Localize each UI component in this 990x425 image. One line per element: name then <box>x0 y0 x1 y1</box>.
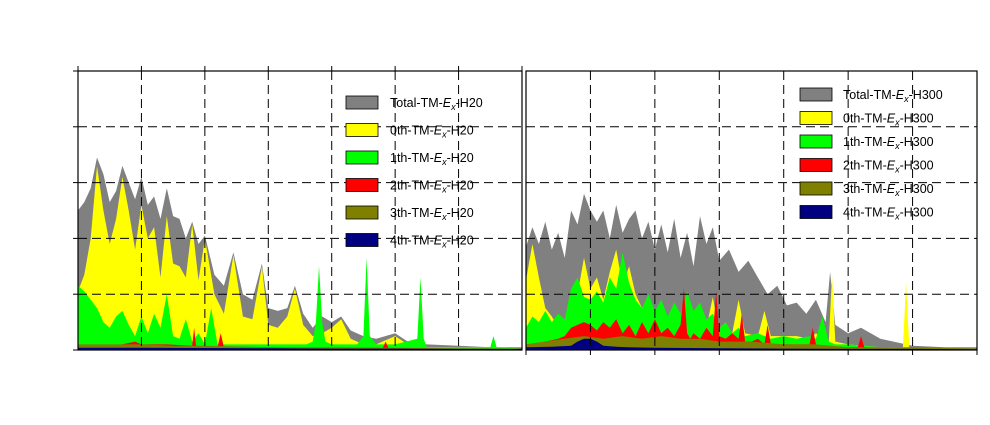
legend-entry: 1th-TM-Ex-H300 <box>843 135 934 151</box>
legend-swatch <box>799 134 833 149</box>
legend-swatch <box>799 205 833 219</box>
legend-swatch <box>345 233 379 247</box>
chart-panel-0: Total-TM-Ex-H20 0th-TM-Ex-H20 1th-TM-Ex-H2… <box>73 66 523 351</box>
legend-swatch <box>345 178 379 192</box>
plot-frame <box>525 70 978 351</box>
legend-swatch <box>799 158 833 172</box>
plot-frame <box>77 70 523 351</box>
legend-swatch <box>345 205 379 220</box>
series-area <box>526 252 977 350</box>
series-area <box>526 338 977 350</box>
legend-entry: 4th-TM-Ex-H20 <box>390 234 474 250</box>
legend-entry: Total-TM-Ex-H300 <box>843 88 943 104</box>
legend-swatch <box>799 181 833 196</box>
chart-panel-1: Total-TM-Ex-H300 0th-TM-Ex-H300 1th-TM-Ex-… <box>525 70 978 355</box>
legend-entry: 3th-TM-Ex-H20 <box>390 206 474 222</box>
legend-swatch <box>799 87 833 102</box>
series-area <box>526 288 977 350</box>
legend-swatch <box>345 123 379 137</box>
legend: Total-TM-Ex-H20 0th-TM-Ex-H20 1th-TM-Ex-H2… <box>345 95 483 250</box>
legend-swatch <box>345 95 379 110</box>
series-area <box>78 257 522 350</box>
legend-entry: 0th-TM-Ex-H20 <box>390 124 474 140</box>
legend-entry: 0th-TM-Ex-H300 <box>843 112 934 128</box>
legend-entry: 4th-TM-Ex-H300 <box>843 206 934 222</box>
legend-entry: Total-TM-Ex-H20 <box>390 96 483 112</box>
legend: Total-TM-Ex-H300 0th-TM-Ex-H300 1th-TM-Ex-… <box>799 87 943 222</box>
series-area <box>78 165 522 350</box>
legend-entry: 2th-TM-Ex-H20 <box>390 179 474 195</box>
legend-swatch <box>345 150 379 165</box>
series-area <box>526 336 977 350</box>
legend-entry: 1th-TM-Ex-H20 <box>390 151 474 167</box>
legend-entry: 3th-TM-Ex-H300 <box>843 182 934 198</box>
legend-entry: 2th-TM-Ex-H300 <box>843 159 934 175</box>
legend-swatch <box>799 111 833 125</box>
